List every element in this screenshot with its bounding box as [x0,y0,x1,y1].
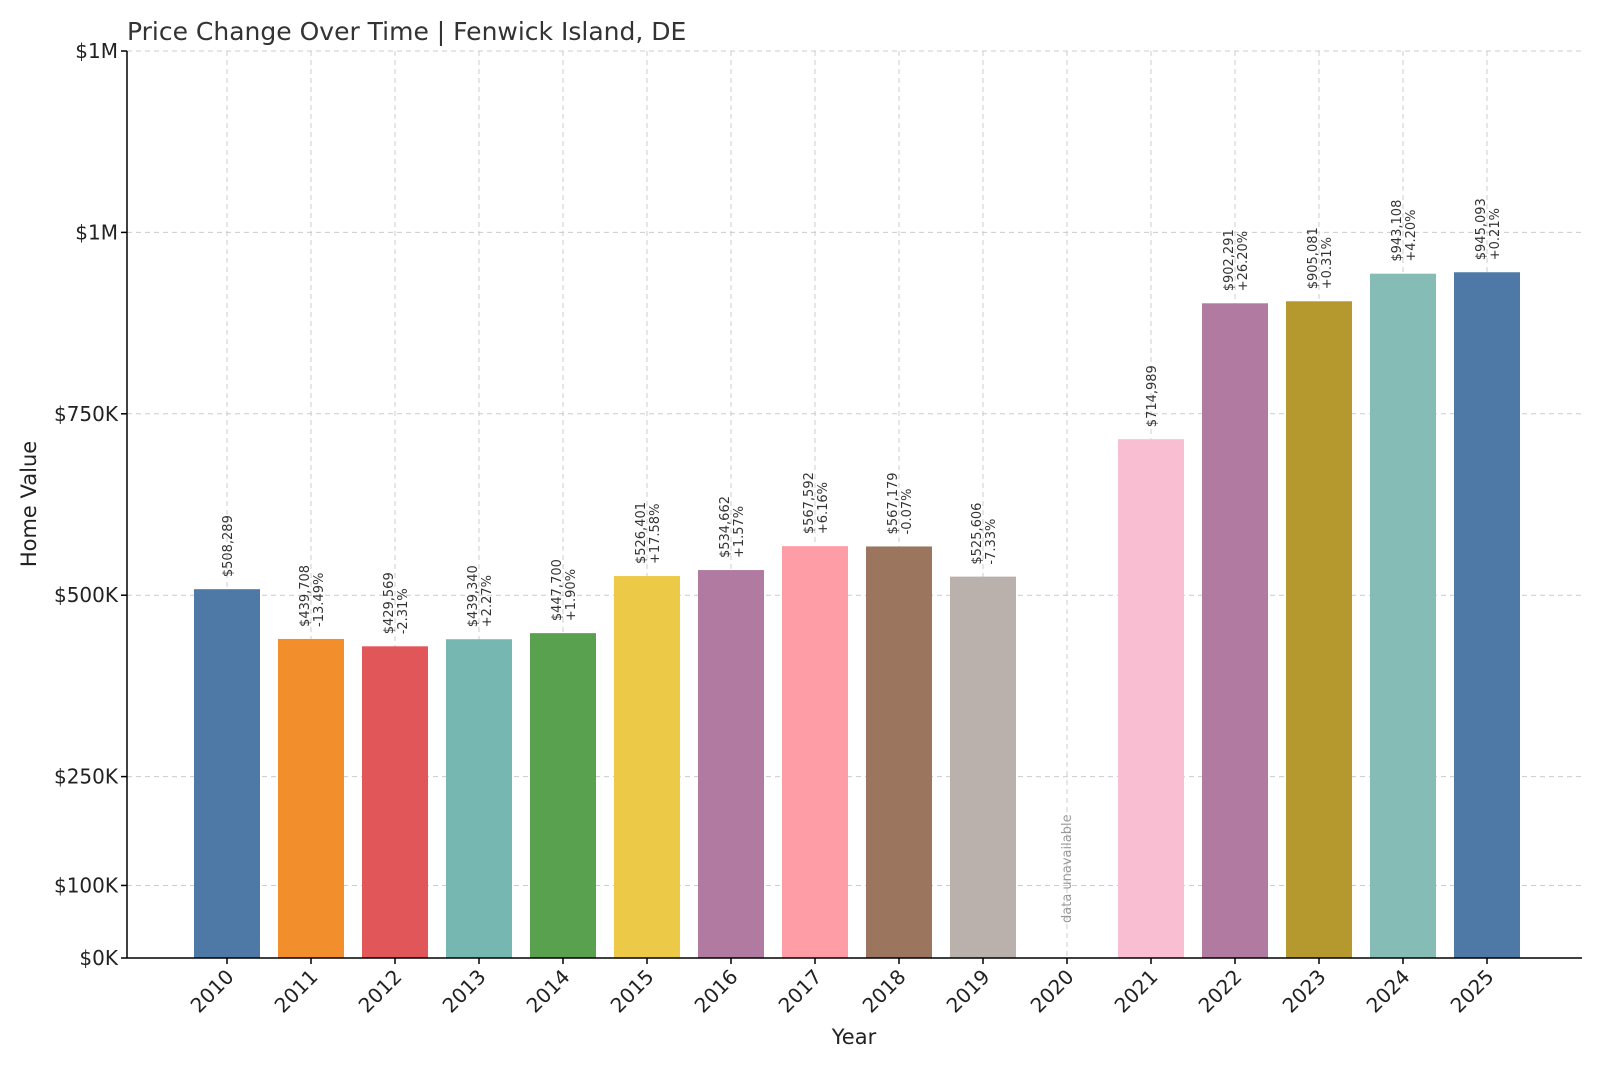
y-axis-label: Home Value [17,441,41,567]
bar-value-label: $567,592 [802,472,817,534]
bar-2010 [194,589,260,958]
bar-value-label: $905,081 [1306,227,1321,289]
bar-2023 [1286,301,1352,959]
bar-change-label: +26.20% [1236,231,1251,291]
x-tick-label: 2018 [858,965,911,1018]
bar-2024 [1370,273,1436,958]
bar-change-label: -2.31% [396,588,411,634]
x-tick-label: 2022 [1194,965,1247,1018]
bar-value-label: $902,291 [1222,229,1237,291]
bar-value-label: $439,708 [298,565,313,627]
bar-value-label: $526,401 [634,502,649,564]
bar-2017 [782,546,848,958]
x-tick-label: 2024 [1362,965,1415,1018]
bar-2022 [1202,303,1268,959]
x-tick-label: 2015 [606,965,659,1018]
x-tick-label: 2014 [522,965,575,1018]
x-tick-label: 2023 [1278,965,1331,1018]
data-unavailable-label: data unavailable [1060,814,1075,923]
bar-value-label: $945,093 [1474,198,1489,260]
bar-2025 [1454,272,1520,959]
y-tick-label: $100K [54,873,119,897]
bar-change-label: +2.27% [480,575,495,627]
bar-value-label: $508,289 [221,515,236,577]
bar-2015 [614,576,680,958]
bar-change-label: +0.31% [1320,237,1335,289]
bar-value-label: $943,108 [1390,200,1405,262]
y-tick-label: $750K [54,402,119,426]
grid-layer [127,50,1582,958]
bar-change-label: +1.57% [732,506,747,558]
y-tick-label: $0K [79,946,118,970]
x-axis-label: Year [831,1025,877,1049]
bar-value-label: $714,989 [1145,365,1160,427]
x-tick-label: 2012 [354,965,407,1018]
bar-change-label: -0.07% [900,488,915,534]
bar-value-label: $534,662 [718,496,733,558]
bar-value-label: $439,340 [466,565,481,627]
y-tick-label: $1M [75,39,118,63]
chart-title: Price Change Over Time | Fenwick Island,… [127,17,686,46]
x-tick-label: 2021 [1110,965,1163,1018]
bar-change-label: +6.16% [816,482,831,534]
bar-value-label: $447,700 [550,559,565,621]
bar-change-label: -7.33% [984,519,999,565]
bar-2014 [530,633,596,958]
x-tick-label: 2016 [690,965,743,1018]
x-tick-label: 2013 [438,965,491,1018]
bar-value-label: $525,606 [970,503,985,565]
bar-layer [194,272,1520,959]
y-tick-label: $500K [54,583,119,607]
bar-change-label: +17.58% [648,504,663,564]
bar-2018 [866,546,932,958]
y-tick-label: $1M [75,220,118,244]
bar-change-label: +0.21% [1488,208,1503,260]
bar-2012 [362,646,428,958]
bar-label-layer: $508,289 $439,708 -13.49% $429,569 -2.31% $43… [221,198,1503,923]
bar-2013 [446,639,512,958]
x-tick-layer: 2010 2011 2012 2013 2014 2015 2016 2017 2018 2019… [186,958,1499,1018]
bar-change-label: -13.49% [312,573,327,627]
bar-value-label: $567,179 [886,472,901,534]
y-tick-label: $250K [54,765,119,789]
x-tick-label: 2017 [774,965,827,1018]
bar-2019 [950,576,1016,958]
x-tick-label: 2025 [1446,965,1499,1018]
bar-2021 [1118,439,1184,958]
x-tick-label: 2019 [942,965,995,1018]
x-tick-label: 2010 [186,965,239,1018]
bar-2011 [278,638,344,958]
x-tick-label: 2011 [270,965,323,1018]
bar-change-label: +1.90% [564,569,579,621]
bar-value-label: $429,569 [382,572,397,634]
bar-2016 [698,570,764,958]
y-tick-layer: $0K $100K $250K $500K $750K $1M $1M [54,39,127,970]
x-tick-label: 2020 [1026,965,1079,1018]
bar-change-label: +4.20% [1404,209,1419,261]
